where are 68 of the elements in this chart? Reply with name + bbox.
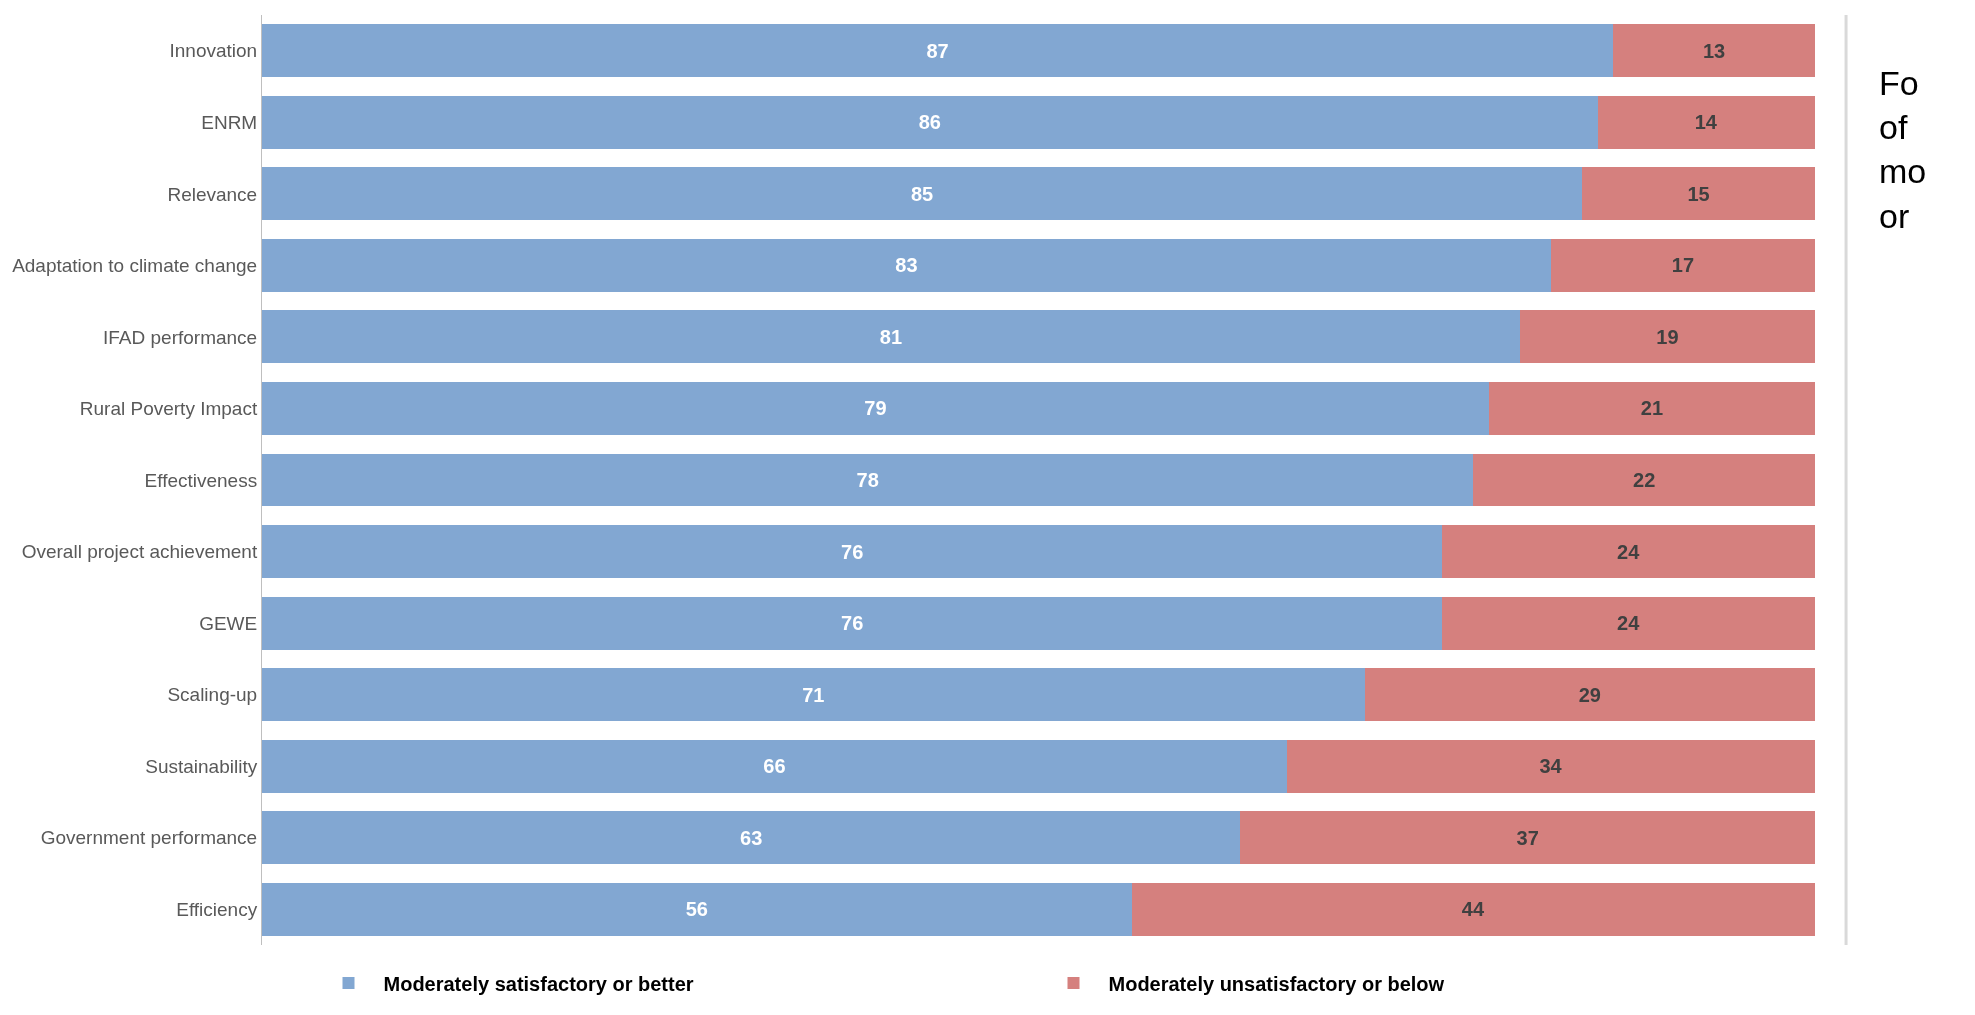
- bar: [1131, 882, 1815, 936]
- data-label: 15: [1687, 182, 1710, 205]
- bar: [262, 310, 1520, 364]
- bar: [262, 95, 1598, 149]
- y-tick-label: Adaptation to climate change: [12, 255, 258, 277]
- bar: [262, 596, 1443, 650]
- y-tick-label: GEWE: [199, 612, 258, 634]
- bar: [262, 882, 1132, 936]
- data-label: 83: [895, 254, 918, 277]
- y-tick-label: Efficiency: [176, 898, 258, 920]
- bar: [1364, 668, 1815, 722]
- data-label: 79: [864, 397, 887, 420]
- bar: [1597, 95, 1815, 149]
- data-label: 87: [926, 39, 949, 62]
- data-label: 76: [841, 540, 864, 563]
- data-label: 44: [1461, 898, 1485, 921]
- data-label: 17: [1671, 254, 1695, 277]
- bar: [262, 167, 1583, 221]
- bar: [1442, 525, 1815, 579]
- data-label: 34: [1539, 755, 1563, 778]
- bar: [262, 238, 1551, 292]
- y-tick-label: Government performance: [40, 827, 258, 849]
- y-tick-label: ENRM: [201, 111, 258, 133]
- bar: [1550, 238, 1815, 292]
- data-label: 66: [763, 755, 786, 778]
- y-tick-label: Scaling-up: [167, 684, 258, 706]
- bar: [1488, 381, 1815, 435]
- bar: [262, 453, 1474, 507]
- bar: [262, 739, 1287, 793]
- bar: [1519, 310, 1815, 364]
- y-tick-label: Relevance: [167, 183, 258, 205]
- data-label: 71: [802, 683, 825, 706]
- data-label: 81: [879, 325, 903, 348]
- bar: [262, 381, 1489, 435]
- y-tick-label: Overall project achievement: [21, 541, 258, 563]
- bar: [262, 525, 1443, 579]
- y-tick-label: Rural Poverty Impact: [79, 398, 258, 420]
- data-label: 24: [1617, 612, 1641, 635]
- bar: [1240, 811, 1815, 865]
- data-label: 78: [856, 469, 879, 491]
- bar: [262, 668, 1365, 722]
- data-label: 85: [910, 182, 934, 205]
- data-label: 76: [841, 612, 864, 635]
- text: Fo of mo or: [1879, 64, 1927, 235]
- bar: [1442, 596, 1815, 650]
- legend-label: Moderately unsatisfactory or below: [1108, 972, 1445, 995]
- y-tick-label: Effectiveness: [144, 469, 258, 491]
- bar: [1613, 24, 1815, 78]
- data-label: 21: [1640, 397, 1664, 420]
- data-label: 86: [918, 111, 941, 134]
- data-label: 19: [1656, 325, 1679, 348]
- bar: [262, 811, 1241, 865]
- y-tick-label: Innovation: [169, 40, 258, 62]
- bar: [1473, 453, 1815, 507]
- legend-label: Moderately satisfactory or better: [383, 972, 694, 995]
- data-label: 56: [685, 898, 708, 921]
- data-label: 13: [1702, 39, 1726, 62]
- data-label: 63: [740, 826, 763, 849]
- data-label: 29: [1578, 683, 1601, 706]
- data-label: 22: [1633, 469, 1656, 491]
- data-label: 37: [1516, 826, 1539, 849]
- bar: [1582, 167, 1815, 221]
- y-tick-label: Sustainability: [145, 755, 258, 777]
- y-tick-label: IFAD performance: [103, 326, 258, 348]
- data-label: 14: [1694, 111, 1718, 134]
- bar: [262, 24, 1614, 78]
- bar: [1286, 739, 1815, 793]
- data-label: 24: [1617, 540, 1641, 563]
